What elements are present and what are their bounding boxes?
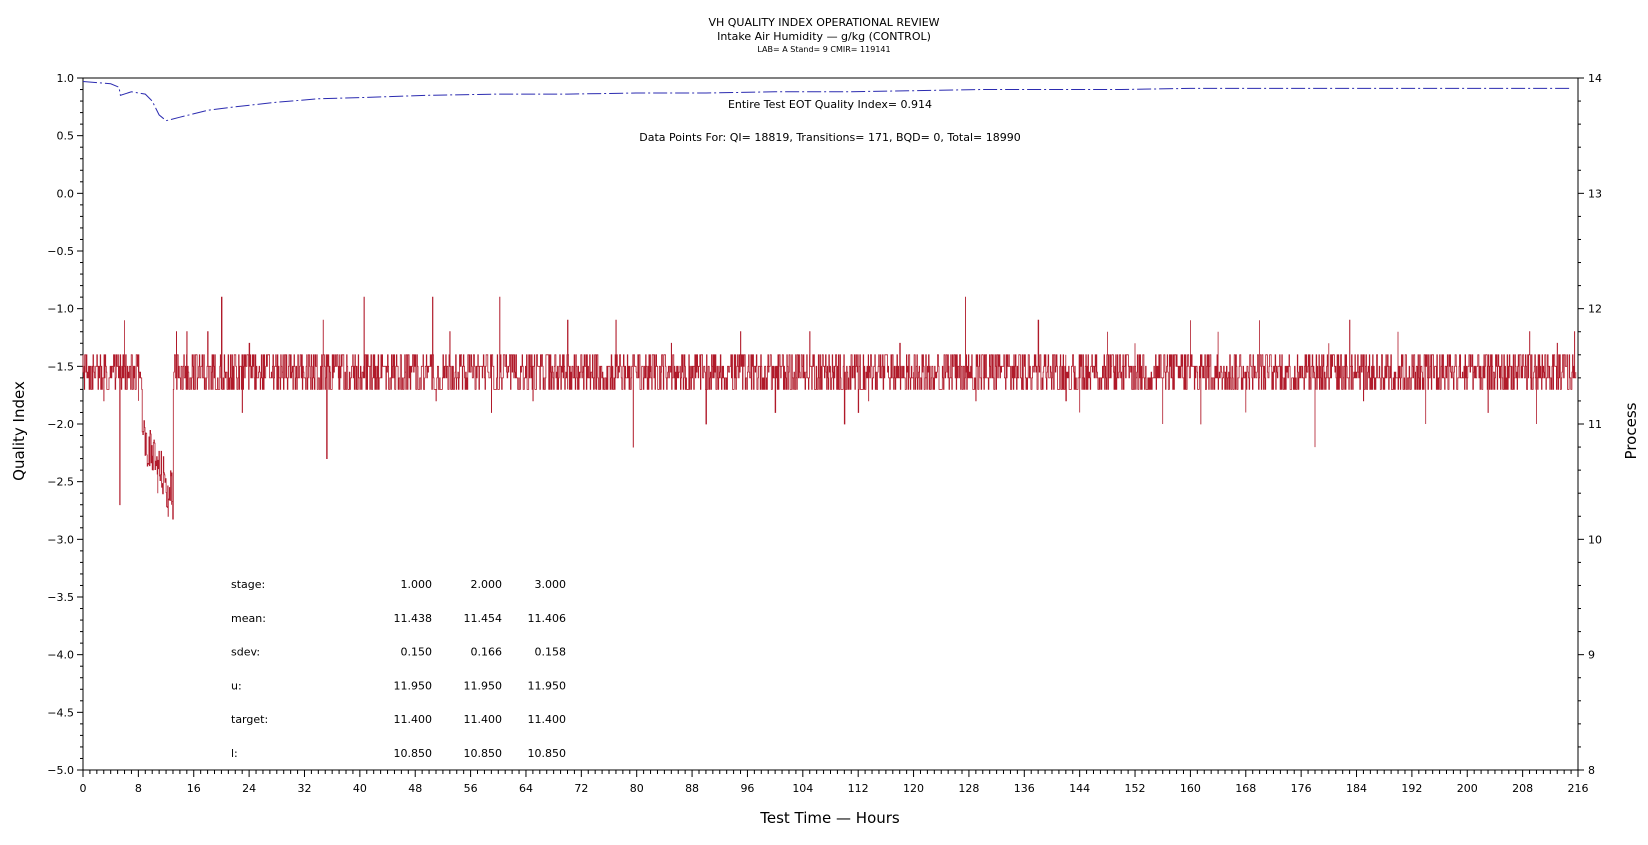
stats-row-label: sdev:	[231, 646, 260, 659]
stats-value: 10.850	[528, 747, 567, 760]
stats-value: 11.406	[528, 612, 567, 625]
left-tick-label: −0.5	[47, 245, 74, 258]
x-tick-label: 136	[1014, 782, 1035, 795]
right-axis: 14 13 12 11 10 9 8	[1578, 72, 1602, 777]
left-tick-label: −5.0	[47, 764, 74, 777]
stats-row-label: l:	[231, 747, 238, 760]
stats-value: 3.000	[535, 578, 567, 591]
x-axis-label: Test Time — Hours	[759, 809, 900, 827]
right-tick-label: 11	[1588, 418, 1602, 431]
x-tick-label: 40	[353, 782, 367, 795]
quality-index-line	[82, 81, 1572, 122]
stats-value: 11.950	[464, 679, 503, 692]
x-tick-label: 8	[135, 782, 142, 795]
y-axis-label-right: Process	[1622, 402, 1640, 459]
stats-table: stage: 1.000 2.000 3.000 mean: 11.438 11.454 11…	[231, 578, 566, 760]
chart-subtitle: Intake Air Humidity — g/kg (CONTROL)	[717, 30, 931, 43]
x-tick-label: 64	[519, 782, 533, 795]
x-tick-label: 0	[80, 782, 87, 795]
stats-value: 0.158	[535, 646, 567, 659]
stats-row-label: target:	[231, 713, 268, 726]
x-axis: 0 8 16 24 32 40 48 56 64 72 80 88 96 104 112 120 128 136 1…	[80, 770, 1589, 795]
x-tick-label: 88	[685, 782, 699, 795]
left-tick-label: −4.5	[47, 706, 74, 719]
plot-area	[82, 77, 1579, 771]
left-axis: 1.0 0.5 0.0 −0.5 −1.0 −1.5 −2.0 −2.5 −3.0 −3.5 −4.…	[47, 72, 83, 777]
x-tick-label: 104	[792, 782, 813, 795]
stats-value: 2.000	[471, 578, 503, 591]
x-tick-label: 152	[1125, 782, 1146, 795]
stats-value: 1.000	[401, 578, 433, 591]
stats-row-label: stage:	[231, 578, 265, 591]
stats-row-label: mean:	[231, 612, 266, 625]
x-tick-label: 120	[903, 782, 924, 795]
plot-border	[82, 77, 1579, 771]
y-axis-label-left: Quality Index	[10, 381, 28, 481]
x-tick-label: 112	[848, 782, 869, 795]
right-tick-label: 9	[1588, 649, 1595, 662]
left-tick-label: −1.5	[47, 360, 74, 373]
x-tick-label: 96	[740, 782, 754, 795]
x-tick-label: 56	[464, 782, 478, 795]
left-tick-label: −3.5	[47, 591, 74, 604]
x-tick-label: 192	[1401, 782, 1422, 795]
x-tick-label: 80	[630, 782, 644, 795]
left-tick-label: −2.0	[47, 418, 74, 431]
left-tick-label: −3.0	[47, 533, 74, 546]
stats-value: 11.454	[464, 612, 503, 625]
x-tick-label: 24	[242, 782, 256, 795]
x-tick-label: 72	[574, 782, 588, 795]
x-tick-label: 216	[1568, 782, 1589, 795]
data-points-annotation: Data Points For: QI= 18819, Transitions=…	[639, 131, 1021, 144]
stats-value: 11.950	[528, 679, 567, 692]
chart-title: VH QUALITY INDEX OPERATIONAL REVIEW	[708, 16, 939, 29]
x-tick-label: 128	[958, 782, 979, 795]
right-tick-label: 14	[1588, 72, 1602, 85]
x-tick-label: 16	[187, 782, 201, 795]
chart-subtitle-2: LAB= A Stand= 9 CMIR= 119141	[757, 45, 890, 54]
stats-value: 11.438	[394, 612, 433, 625]
left-tick-label: −4.0	[47, 649, 74, 662]
stats-value: 10.850	[394, 747, 433, 760]
right-tick-label: 8	[1588, 764, 1595, 777]
x-tick-label: 200	[1457, 782, 1478, 795]
left-tick-label: −1.0	[47, 303, 74, 316]
left-tick-label: 0.5	[57, 130, 75, 143]
right-tick-label: 12	[1588, 303, 1602, 316]
stats-value: 10.850	[464, 747, 503, 760]
series-layer	[82, 81, 1577, 520]
left-tick-label: 0.0	[57, 187, 75, 200]
stats-value: 11.400	[528, 713, 567, 726]
right-tick-label: 10	[1588, 533, 1602, 546]
x-tick-label: 48	[408, 782, 422, 795]
stats-value: 0.166	[471, 646, 503, 659]
process-series-line	[82, 296, 1577, 520]
x-tick-label: 32	[297, 782, 311, 795]
x-tick-label: 144	[1069, 782, 1090, 795]
stats-value: 0.150	[401, 646, 433, 659]
right-tick-label: 13	[1588, 187, 1602, 200]
stats-value: 11.400	[394, 713, 433, 726]
stats-row-label: u:	[231, 679, 242, 692]
x-tick-label: 208	[1512, 782, 1533, 795]
stats-value: 11.400	[464, 713, 503, 726]
eot-annotation: Entire Test EOT Quality Index= 0.914	[728, 98, 932, 111]
x-tick-label: 176	[1291, 782, 1312, 795]
x-tick-label: 160	[1180, 782, 1201, 795]
stats-value: 11.950	[394, 679, 433, 692]
x-tick-label: 168	[1235, 782, 1256, 795]
left-tick-label: 1.0	[57, 72, 75, 85]
left-tick-label: −2.5	[47, 476, 74, 489]
x-tick-label: 184	[1346, 782, 1367, 795]
